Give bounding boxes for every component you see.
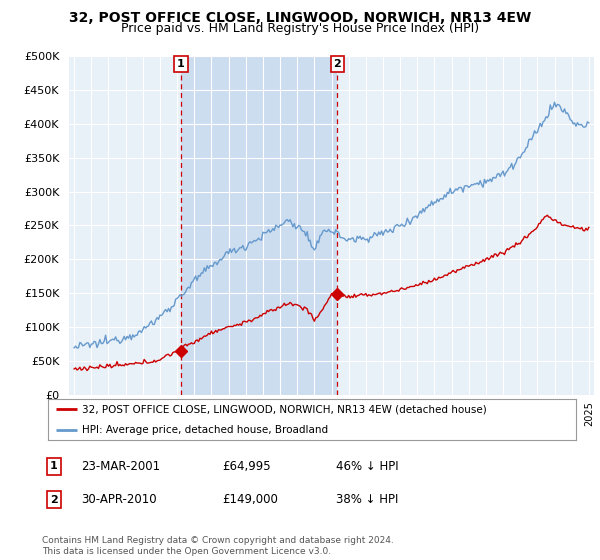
Text: Contains HM Land Registry data © Crown copyright and database right 2024.
This d: Contains HM Land Registry data © Crown c… (42, 536, 394, 556)
Text: HPI: Average price, detached house, Broadland: HPI: Average price, detached house, Broa… (82, 424, 328, 435)
Text: 38% ↓ HPI: 38% ↓ HPI (336, 493, 398, 506)
Text: 32, POST OFFICE CLOSE, LINGWOOD, NORWICH, NR13 4EW: 32, POST OFFICE CLOSE, LINGWOOD, NORWICH… (69, 11, 531, 25)
Text: 1: 1 (177, 59, 185, 69)
Text: £149,000: £149,000 (222, 493, 278, 506)
Text: 46% ↓ HPI: 46% ↓ HPI (336, 460, 398, 473)
Text: Price paid vs. HM Land Registry's House Price Index (HPI): Price paid vs. HM Land Registry's House … (121, 22, 479, 35)
Text: 30-APR-2010: 30-APR-2010 (81, 493, 157, 506)
Text: 1: 1 (50, 461, 58, 472)
Text: £64,995: £64,995 (222, 460, 271, 473)
Text: 23-MAR-2001: 23-MAR-2001 (81, 460, 160, 473)
Text: 2: 2 (333, 59, 341, 69)
Text: 32, POST OFFICE CLOSE, LINGWOOD, NORWICH, NR13 4EW (detached house): 32, POST OFFICE CLOSE, LINGWOOD, NORWICH… (82, 404, 487, 414)
Text: 2: 2 (50, 494, 58, 505)
Bar (181, 56, 337, 395)
